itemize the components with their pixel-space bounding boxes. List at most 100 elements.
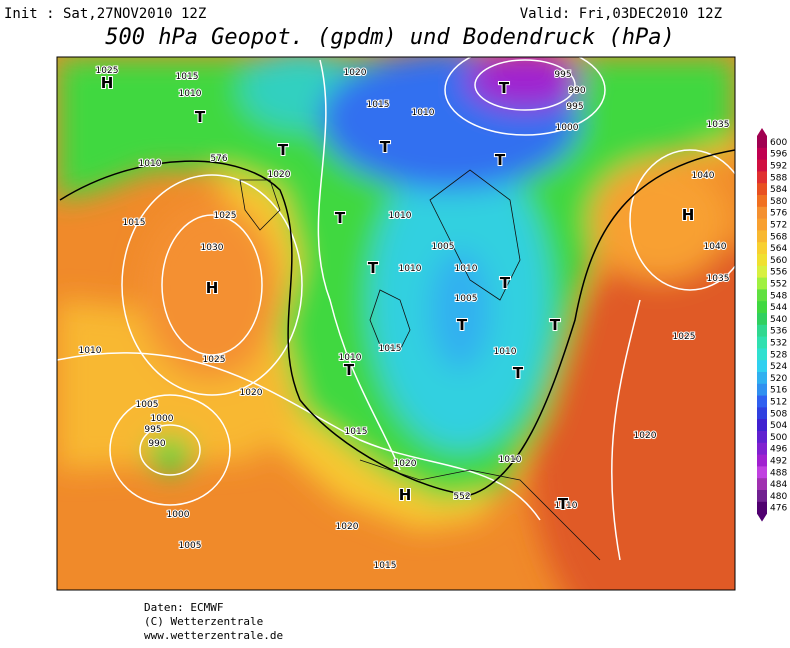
colorbar-label: 564 [770, 244, 787, 254]
pressure-center: T [550, 316, 561, 334]
isobar-label: 1015 [374, 561, 397, 571]
isobar-label: 1025 [673, 332, 696, 342]
colorbar-swatch [757, 336, 767, 349]
copyright: (C) Wetterzentrale [144, 615, 263, 628]
isobar-label: 1010 [339, 353, 362, 363]
colorbar-swatch [757, 466, 767, 479]
isobar-label: 1015 [176, 72, 199, 82]
colorbar-swatch [757, 289, 767, 302]
valid-text: Valid: Fri,03DEC2010 12Z [520, 6, 722, 22]
colorbar-label: 580 [770, 197, 787, 207]
colorbar-swatch [757, 407, 767, 420]
isobar-label: 1040 [704, 242, 727, 252]
colorbar-label: 588 [770, 173, 787, 183]
pressure-center: H [101, 74, 114, 92]
isobar-label: 1010 [412, 108, 435, 118]
source: Daten: ECMWF [144, 601, 223, 614]
colorbar-swatch [757, 360, 767, 373]
colorbar-swatch [757, 159, 767, 172]
pressure-center: T [368, 259, 379, 277]
pressure-center: T [344, 361, 355, 379]
pressure-center: T [558, 495, 569, 513]
colorbar-swatch [757, 230, 767, 243]
colorbar-label: 556 [770, 268, 787, 278]
colorbar-cap-bottom [757, 513, 767, 522]
colorbar-label: 492 [770, 457, 787, 467]
isobar-label: 1035 [707, 120, 730, 130]
pressure-center: T [278, 141, 289, 159]
colorbar-swatch [757, 171, 767, 184]
colorbar-swatch [757, 147, 767, 161]
colorbar-label: 536 [770, 327, 787, 337]
colorbar-swatch [757, 136, 767, 149]
pressure-center: T [457, 316, 468, 334]
colorbar-swatch [757, 242, 767, 255]
colorbar-label: 532 [770, 339, 787, 349]
pressure-center: T [195, 108, 206, 126]
colorbar-label: 568 [770, 232, 787, 242]
pressure-center: T [513, 364, 524, 382]
isobar-label: 990 [568, 86, 585, 96]
colorbar-swatch [757, 383, 767, 397]
colorbar-label: 528 [770, 350, 787, 360]
isobar-label: 1010 [555, 501, 578, 511]
isobar-label: 1010 [389, 211, 412, 221]
pressure-center: T [495, 151, 506, 169]
pressure-center: T [500, 274, 511, 292]
colorbar-label: 584 [770, 185, 787, 195]
isobar-label: 1020 [268, 170, 291, 180]
isobar-label: 995 [144, 425, 161, 435]
colorbar-swatch [757, 501, 767, 515]
colorbar-label: 548 [770, 291, 787, 301]
colorbar-label: 512 [770, 398, 787, 408]
isobar-label: 1010 [139, 159, 162, 169]
isobar-label: 1000 [556, 123, 579, 133]
colorbar-swatch [757, 395, 767, 408]
colorbar-label: 500 [770, 433, 787, 443]
pressure-center: T [380, 138, 391, 156]
pressure-center: H [206, 279, 219, 297]
isobar-label: 1015 [123, 218, 146, 228]
isobar-label: 1005 [432, 242, 455, 252]
isobar-label: 1010 [399, 264, 422, 274]
pressure-center: H [399, 486, 412, 504]
isobar-label: 1000 [151, 414, 174, 424]
colorbar-label: 576 [770, 209, 787, 219]
isobar-label: 995 [554, 70, 571, 80]
pressure-center: T [335, 209, 346, 227]
colorbar-label: 476 [770, 504, 787, 514]
colorbar-swatch [757, 301, 767, 314]
colorbar-swatch [757, 313, 767, 326]
colorbar-swatch [757, 254, 767, 267]
isobar-label: 1005 [179, 541, 202, 551]
colorbar-swatch [757, 490, 767, 503]
isobar-label: 1005 [455, 294, 478, 304]
isobar-label: 990 [148, 439, 165, 449]
colorbar-swatch [757, 277, 767, 290]
isobar-label: 1005 [136, 400, 159, 410]
colorbar-swatch [757, 372, 767, 385]
isobar-label: 1015 [345, 427, 368, 437]
colorbar-label: 484 [770, 480, 787, 490]
isobar-label: 995 [566, 102, 583, 112]
colorbar-swatch [757, 431, 767, 444]
pressure-center: T [499, 79, 510, 97]
isobar-label: 1020 [240, 388, 263, 398]
isobar-label: 1015 [379, 344, 402, 354]
colorbar-label: 524 [770, 362, 787, 372]
isobar-label: 1025 [214, 211, 237, 221]
colorbar-label: 508 [770, 409, 787, 419]
isobar-label: 1015 [367, 100, 390, 110]
colorbar-label: 540 [770, 315, 787, 325]
isobar-label: 1025 [96, 66, 119, 76]
colorbar-label: 516 [770, 386, 787, 396]
title: 500 hPa Geopot. (gpdm) und Bodendruck (h… [105, 25, 675, 50]
isobar-label: 1035 [707, 274, 730, 284]
url: www.wetterzentrale.de [144, 629, 283, 642]
isobar-label: 1010 [455, 264, 478, 274]
isobar-label: 1010 [179, 89, 202, 99]
colorbar-label: 520 [770, 374, 787, 384]
pressure-center: H [682, 206, 695, 224]
